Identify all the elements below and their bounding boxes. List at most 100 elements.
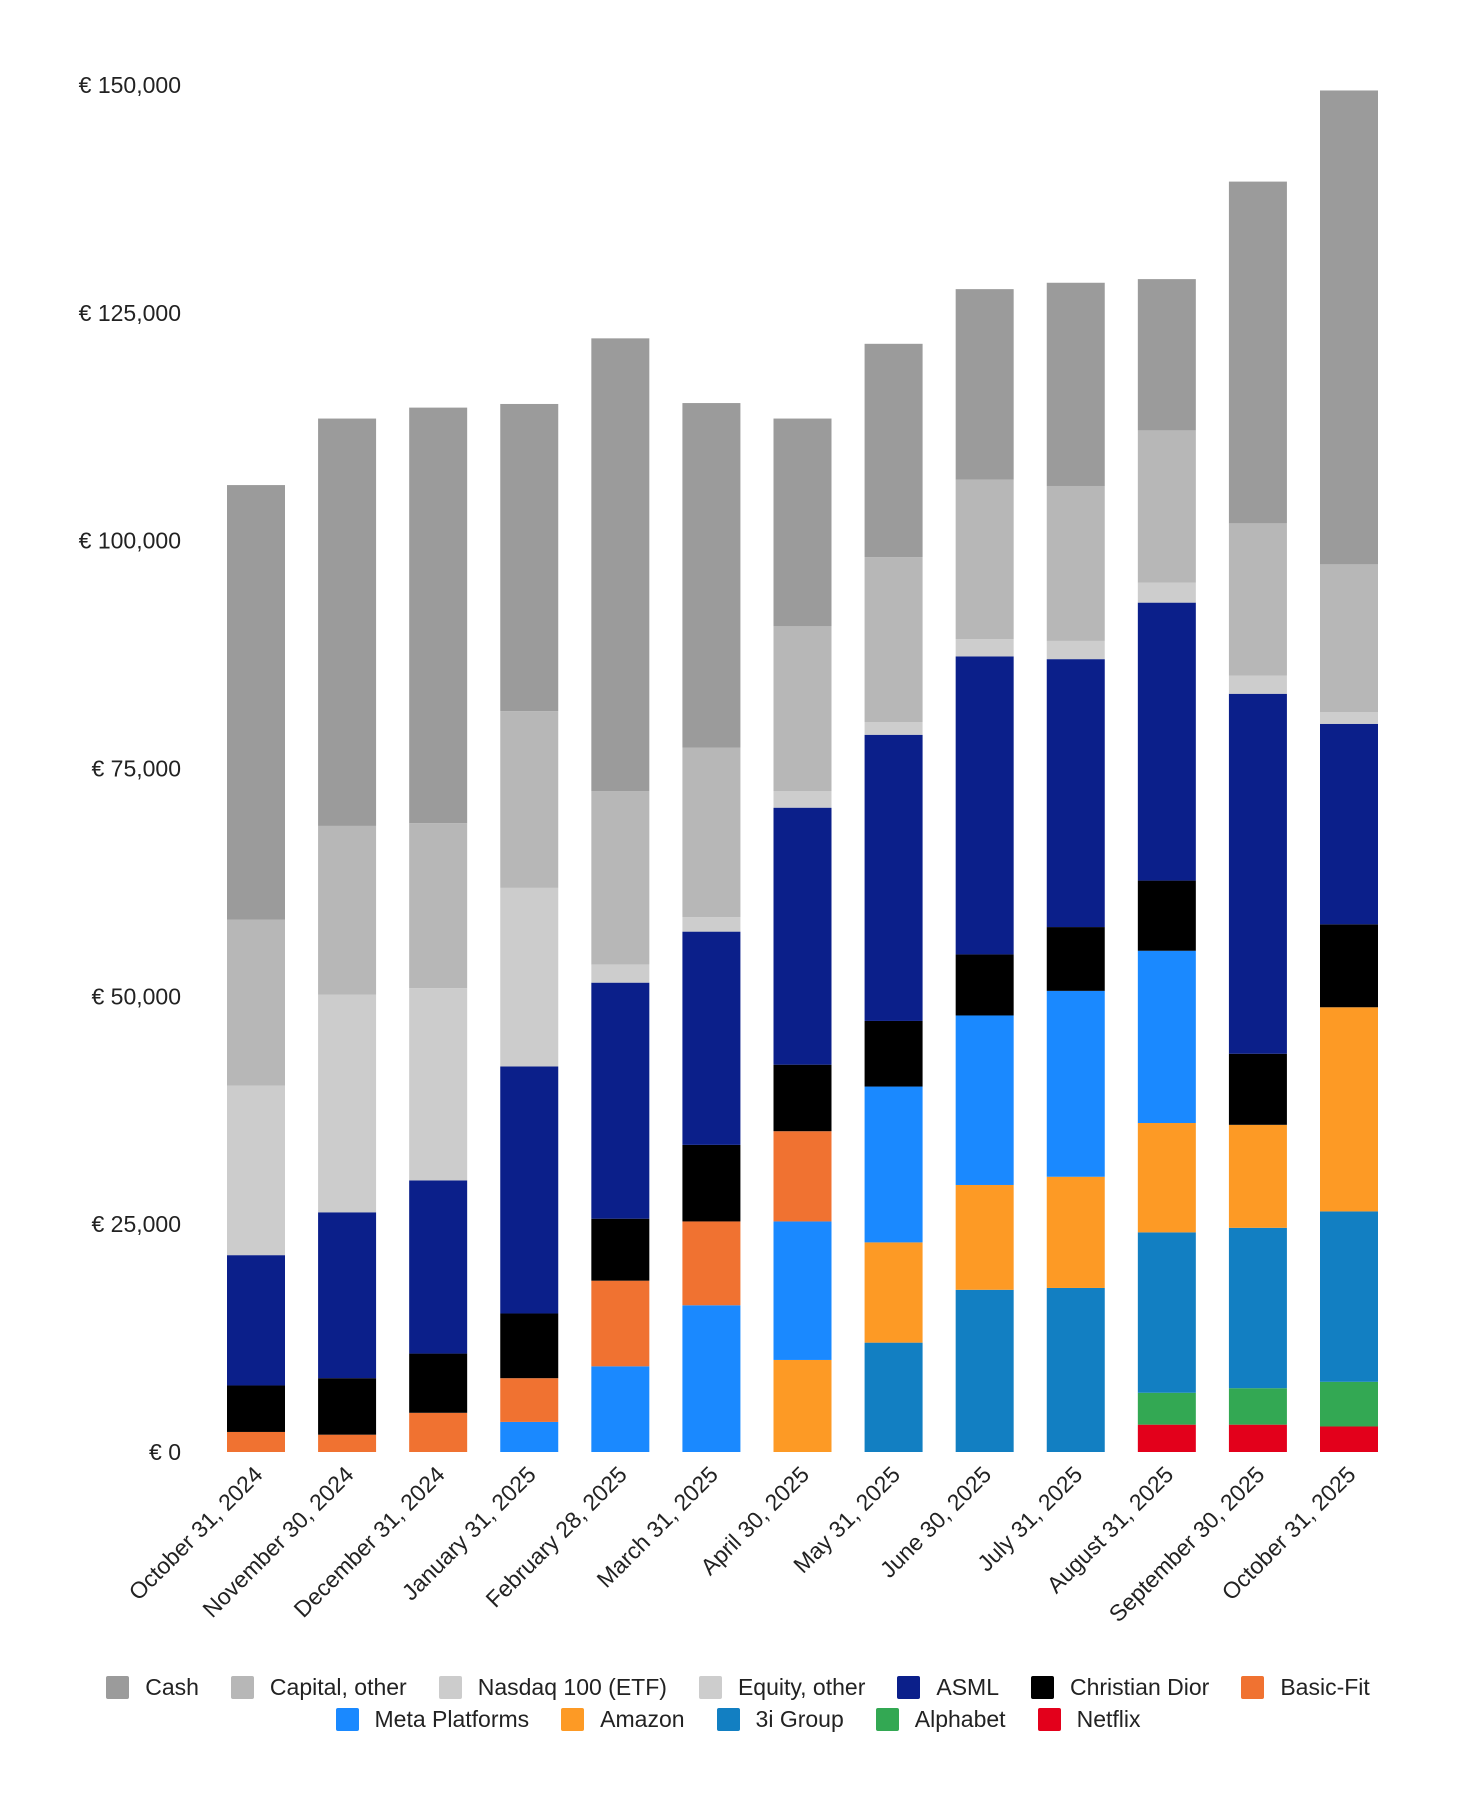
- bar-segment-capital-other: [409, 823, 468, 989]
- bar-segment-capital-other: [591, 791, 650, 965]
- legend-item: Netflix: [1037, 1706, 1141, 1733]
- bar-segment-cash: [318, 418, 377, 826]
- bar-segment-basic-fit: [591, 1280, 650, 1367]
- bar-segment-amazon: [1137, 1123, 1196, 1233]
- bar-segment-asml: [409, 1180, 468, 1354]
- bar-segment-christian-dior: [864, 1020, 923, 1087]
- bar-segment-christian-dior: [409, 1353, 468, 1413]
- bar-segment-alphabet: [1137, 1392, 1196, 1425]
- bar-segment-meta-platforms: [864, 1086, 923, 1243]
- legend-label: Nasdaq 100 (ETF): [477, 1674, 667, 1700]
- bar-segment-asml: [591, 982, 650, 1219]
- bar-segment-alphabet: [1228, 1388, 1287, 1425]
- legend-item: Alphabet: [875, 1706, 1006, 1733]
- bar-segment-alphabet: [1320, 1381, 1378, 1427]
- bar-segment-capital-other: [1320, 564, 1378, 712]
- bar-segment-nasdaq-100-etf-: [227, 1085, 285, 1256]
- legend-item: Christian Dior: [1031, 1674, 1209, 1701]
- bar-segment-christian-dior: [591, 1218, 650, 1281]
- bar-segment-asml: [682, 931, 741, 1145]
- legend-label: Alphabet: [914, 1706, 1006, 1732]
- legend-item: Amazon: [561, 1706, 685, 1733]
- bar-segment-christian-dior: [318, 1378, 377, 1435]
- bar-segment-capital-other: [773, 626, 832, 792]
- bar-segment-netflix: [1228, 1424, 1287, 1452]
- bar-segment-asml: [500, 1066, 559, 1314]
- bar-segment-cash: [409, 407, 468, 824]
- legend-swatch: [438, 1676, 462, 1699]
- bar-segment-christian-dior: [773, 1064, 832, 1132]
- bar-segment-meta-platforms: [500, 1421, 559, 1452]
- bar-segment-capital-other: [864, 557, 923, 723]
- bar-segment-cash: [1137, 279, 1196, 431]
- bar-segment-capital-other: [318, 825, 377, 995]
- bar-segment-basic-fit: [773, 1131, 832, 1222]
- bar-segment-capital-other: [500, 711, 559, 888]
- bar-segment-equity-other: [1137, 582, 1196, 603]
- legend-item: ASML: [897, 1674, 999, 1701]
- bar-segment-christian-dior: [1228, 1053, 1287, 1125]
- bar-segment-christian-dior: [955, 954, 1014, 1016]
- x-tick-label: December 31, 2024: [288, 1461, 449, 1622]
- bar-segment-christian-dior: [1046, 927, 1105, 991]
- bar-segment-capital-other: [227, 919, 285, 1086]
- bar-segment-asml: [1320, 723, 1378, 925]
- bar-segment-3i-group: [955, 1289, 1014, 1452]
- y-tick-label: € 75,000: [91, 756, 181, 782]
- bar-segment-equity-other: [955, 639, 1014, 657]
- bar-segment-capital-other: [1228, 523, 1287, 676]
- legend-swatch: [875, 1708, 899, 1731]
- bar-segment-nasdaq-100-etf-: [500, 887, 559, 1067]
- legend-label: ASML: [936, 1674, 999, 1700]
- bar-segment-nasdaq-100-etf-: [318, 994, 377, 1213]
- legend-label: 3i Group: [755, 1706, 844, 1732]
- bar-segment-meta-platforms: [591, 1366, 650, 1452]
- bar-segment-equity-other: [773, 791, 832, 808]
- bar-segment-3i-group: [864, 1342, 923, 1452]
- bar-segment-asml: [864, 734, 923, 1021]
- bar-segment-amazon: [955, 1184, 1014, 1290]
- bar-segment-cash: [227, 485, 285, 920]
- bar-segment-nasdaq-100-etf-: [409, 988, 468, 1181]
- legend-item: Cash: [106, 1674, 199, 1701]
- bar-segment-equity-other: [591, 964, 650, 983]
- y-tick-label: € 100,000: [79, 528, 181, 554]
- legend-swatch: [106, 1676, 130, 1699]
- bar-segment-christian-dior: [1320, 924, 1378, 1008]
- bar-segment-cash: [591, 338, 650, 792]
- bar-segment-cash: [682, 403, 741, 748]
- bar-segment-asml: [1228, 693, 1287, 1054]
- bar-segment-3i-group: [1320, 1211, 1378, 1382]
- bar-segment-christian-dior: [500, 1313, 559, 1379]
- legend-label: Cash: [145, 1674, 199, 1700]
- bar-segment-meta-platforms: [773, 1221, 832, 1360]
- legend-swatch: [1037, 1708, 1061, 1731]
- legend-label: Amazon: [600, 1706, 685, 1732]
- bar-segment-cash: [773, 418, 832, 627]
- bar-segment-asml: [1046, 659, 1105, 928]
- bar-segment-cash: [1228, 181, 1287, 524]
- legend-label: Christian Dior: [1070, 1674, 1210, 1700]
- legend-label: Equity, other: [737, 1674, 866, 1700]
- bar-segment-equity-other: [1046, 640, 1105, 660]
- bar-segment-basic-fit: [682, 1221, 741, 1306]
- legend-item: Capital, other: [230, 1674, 407, 1701]
- bar-segment-christian-dior: [682, 1144, 741, 1222]
- legend-label: Meta Platforms: [374, 1706, 530, 1732]
- bar-segment-equity-other: [1228, 675, 1287, 694]
- bar-segment-cash: [1320, 90, 1378, 565]
- bar-segment-basic-fit: [318, 1434, 377, 1452]
- bar-segment-asml: [955, 656, 1014, 955]
- legend-swatch: [716, 1708, 740, 1731]
- bar-segment-amazon: [864, 1242, 923, 1343]
- bar-segment-3i-group: [1046, 1287, 1105, 1452]
- bar-segment-asml: [1137, 602, 1196, 881]
- legend-label: Netflix: [1076, 1706, 1141, 1732]
- x-tick-label: September 30, 2025: [1104, 1461, 1270, 1627]
- legend-item: Nasdaq 100 (ETF): [438, 1674, 667, 1701]
- legend-item: Meta Platforms: [335, 1706, 530, 1733]
- bar-segment-capital-other: [1046, 485, 1105, 641]
- bar-segment-amazon: [1320, 1007, 1378, 1212]
- bar-segment-equity-other: [1320, 711, 1378, 724]
- legend: Cash Capital, other Nasdaq 100 (ETF) Equity…: [0, 1674, 1476, 1701]
